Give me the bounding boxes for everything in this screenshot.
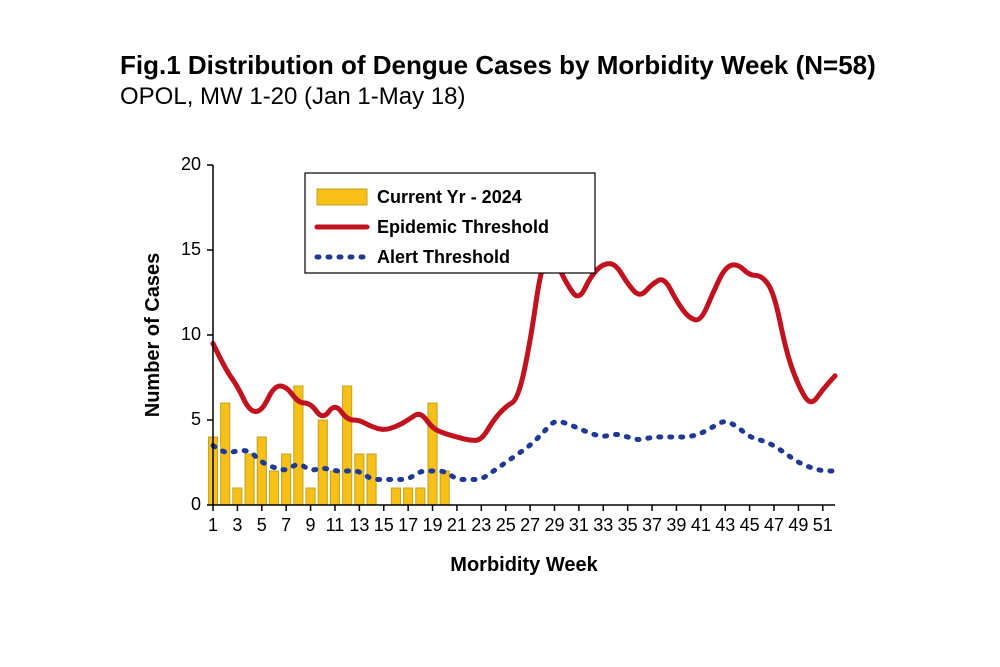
y-axis-title: Number of Cases: [142, 253, 164, 418]
legend-label-epidemic: Epidemic Threshold: [377, 217, 549, 237]
y-tick-label: 10: [181, 324, 201, 344]
x-tick-label: 41: [691, 515, 711, 535]
x-tick-label: 3: [232, 515, 242, 535]
bar: [391, 488, 400, 505]
y-tick-label: 5: [191, 409, 201, 429]
legend-swatch-bar: [317, 189, 367, 205]
x-tick-label: 47: [764, 515, 784, 535]
bar: [318, 420, 327, 505]
bar: [257, 437, 266, 505]
page-root: Fig.1 Distribution of Dengue Cases by Mo…: [0, 0, 1000, 667]
x-tick-label: 29: [544, 515, 564, 535]
figure-subtitle: OPOL, MW 1-20 (Jan 1-May 18): [120, 83, 876, 111]
y-tick-label: 0: [191, 494, 201, 514]
bar: [245, 454, 254, 505]
x-tick-label: 23: [471, 515, 491, 535]
y-tick-label: 20: [181, 155, 201, 174]
x-tick-label: 25: [496, 515, 516, 535]
chart-container: 0510152013579111315171921232527293133353…: [135, 155, 855, 595]
x-tick-label: 13: [349, 515, 369, 535]
figure-title: Fig.1 Distribution of Dengue Cases by Mo…: [120, 50, 876, 81]
x-tick-label: 49: [788, 515, 808, 535]
x-tick-label: 11: [326, 515, 345, 535]
y-tick-label: 15: [181, 239, 201, 259]
bar: [330, 471, 339, 505]
x-tick-label: 9: [306, 515, 316, 535]
x-tick-label: 39: [666, 515, 686, 535]
x-tick-label: 51: [813, 515, 833, 535]
x-tick-label: 1: [208, 515, 218, 535]
x-tick-label: 31: [569, 515, 589, 535]
x-tick-label: 21: [447, 515, 467, 535]
bar: [416, 488, 425, 505]
bar: [440, 471, 449, 505]
x-tick-label: 35: [618, 515, 638, 535]
bar: [282, 454, 291, 505]
legend-label-bar: Current Yr - 2024: [377, 187, 522, 207]
x-tick-label: 17: [398, 515, 418, 535]
bar: [428, 403, 437, 505]
x-tick-label: 15: [374, 515, 394, 535]
x-tick-label: 5: [257, 515, 267, 535]
bar: [269, 471, 278, 505]
bar: [306, 488, 315, 505]
legend-label-alert: Alert Threshold: [377, 247, 510, 267]
bar: [404, 488, 413, 505]
x-tick-label: 7: [281, 515, 291, 535]
legend: Current Yr - 2024 Epidemic Threshold Alert…: [305, 173, 595, 273]
x-tick-label: 43: [715, 515, 735, 535]
bar: [233, 488, 242, 505]
chart-svg: 0510152013579111315171921232527293133353…: [135, 155, 855, 595]
bar: [343, 386, 352, 505]
title-block: Fig.1 Distribution of Dengue Cases by Mo…: [120, 50, 876, 111]
x-tick-label: 19: [423, 515, 443, 535]
bar: [355, 454, 364, 505]
x-tick-label: 45: [740, 515, 760, 535]
x-tick-label: 27: [520, 515, 540, 535]
x-axis-title: Morbidity Week: [450, 554, 598, 576]
x-tick-label: 37: [642, 515, 662, 535]
x-tick-label: 33: [593, 515, 613, 535]
